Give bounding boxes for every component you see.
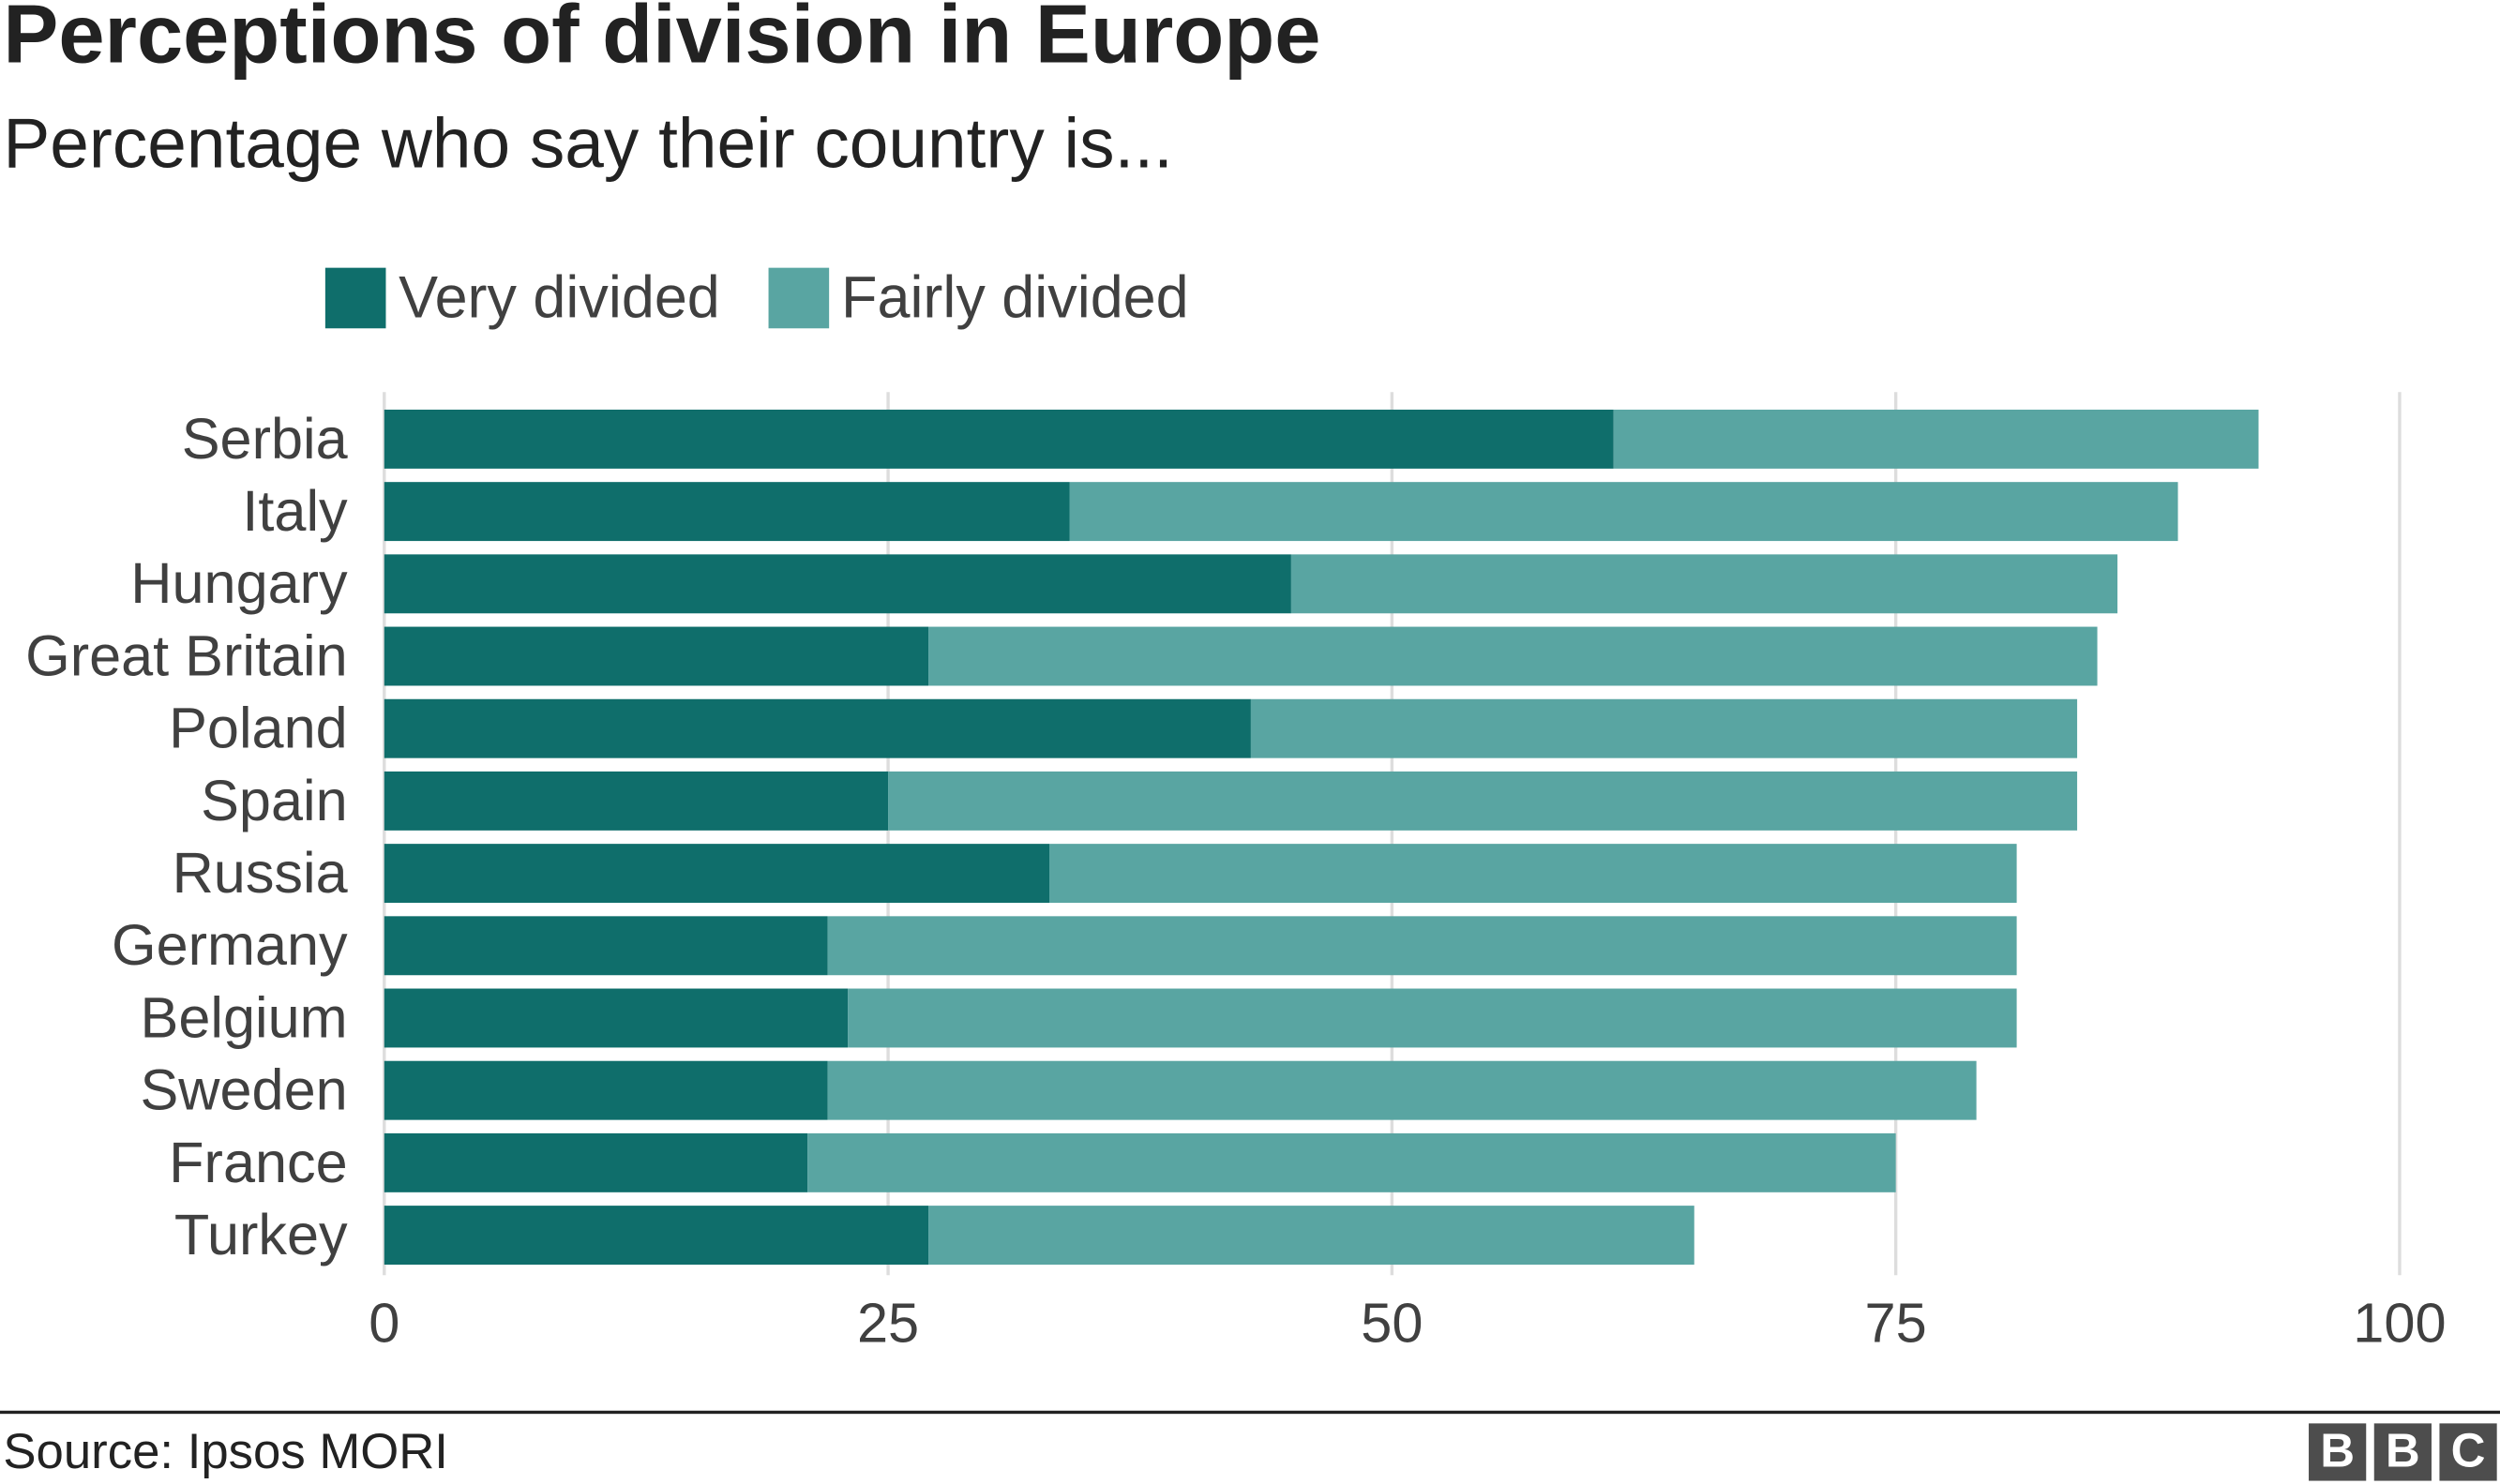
bar-very-great-britain [384,626,929,686]
bar-very-turkey [384,1206,929,1266]
bar-fairly-france [807,1132,1896,1192]
legend-item-very: Very divided [324,264,720,331]
legend-swatch-fairly [767,267,829,329]
category-label: Poland [169,697,348,760]
bar-fairly-russia [1049,844,2017,904]
category-label: Belgium [141,985,348,1049]
category-label: Sweden [140,1058,347,1122]
bar-very-sweden [384,1060,828,1120]
bar-very-serbia [384,409,1614,469]
bar-fairly-poland [1250,698,2078,758]
legend-swatch-very [324,267,386,329]
bar-fairly-spain [888,771,2078,831]
bar-fairly-hungary [1290,554,2118,614]
bar-fairly-belgium [848,988,2017,1048]
category-label: Serbia [182,407,349,471]
category-label: Germany [112,913,348,977]
bar-very-russia [384,844,1050,904]
bar-fairly-serbia [1613,409,2259,469]
legend-label-very: Very divided [399,264,720,330]
bar-very-spain [384,771,889,831]
category-label: Turkey [174,1203,348,1267]
chart-title: Perceptions of division in Europe [3,0,1321,82]
bar-fairly-great-britain [928,626,2098,686]
x-tick-label: 0 [369,1292,399,1355]
bar-very-poland [384,698,1251,758]
category-label: France [169,1131,347,1194]
bar-fairly-italy [1069,482,2178,542]
bar-very-belgium [384,988,849,1048]
bar-fairly-turkey [928,1206,1694,1266]
category-label: Hungary [130,551,348,615]
category-label: Spain [201,769,348,832]
bar-fairly-germany [827,916,2017,976]
bar-very-france [384,1132,808,1192]
source-note: Source: Ipsos MORI [3,1423,448,1479]
bar-very-hungary [384,554,1291,614]
bar-very-germany [384,916,828,976]
legend-item-fairly: Fairly divided [767,264,1189,331]
x-tick-label: 25 [857,1292,919,1355]
category-label: Italy [242,479,348,543]
x-tick-label: 50 [1361,1292,1423,1355]
x-tick-label: 75 [1865,1292,1927,1355]
chart-subtitle: Percentage who say their country is... [3,105,1173,184]
legend-label-fairly: Fairly divided [841,264,1189,330]
bar-fairly-sweden [827,1060,1977,1120]
category-label: Russia [173,841,349,905]
bar-very-italy [384,482,1070,542]
x-tick-label: 100 [2353,1292,2446,1355]
legend: Very divided Fairly divided [324,264,1237,331]
category-label: Great Britain [25,623,348,687]
footer-divider [0,1410,2500,1415]
